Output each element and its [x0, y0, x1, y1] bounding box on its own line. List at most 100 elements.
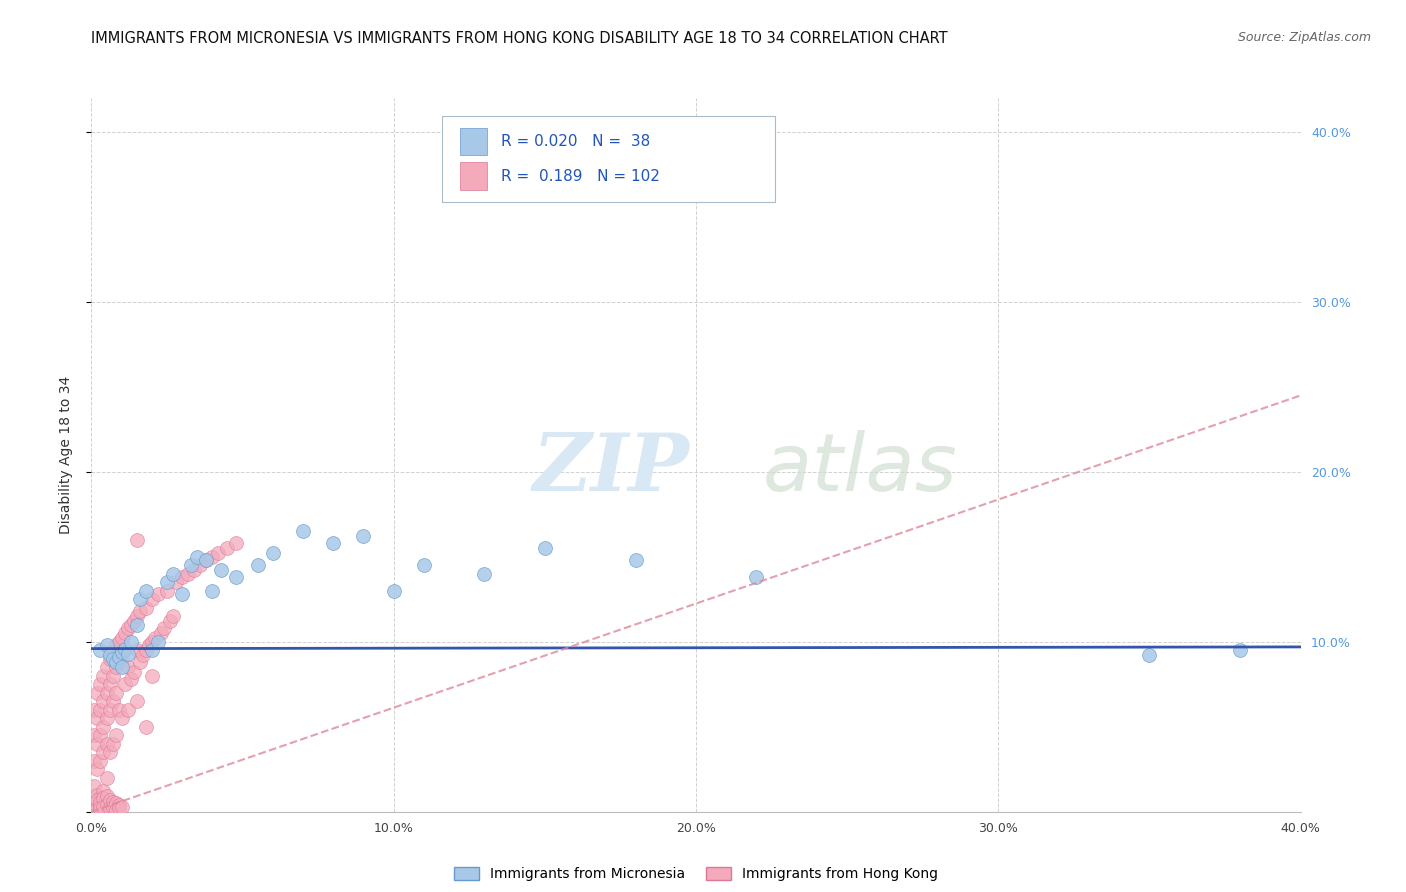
Text: R = 0.020   N =  38: R = 0.020 N = 38	[502, 134, 651, 149]
Point	[120, 617, 142, 632]
Point	[122, 665, 145, 680]
Point	[135, 643, 157, 657]
Point	[86, 793, 108, 807]
Point	[533, 541, 555, 556]
Point	[86, 686, 108, 700]
FancyBboxPatch shape	[441, 116, 775, 202]
Point	[122, 615, 145, 629]
Point	[146, 635, 169, 649]
Point	[162, 566, 184, 581]
Point	[107, 655, 129, 669]
Point	[180, 558, 202, 573]
Point	[104, 728, 127, 742]
Point	[149, 626, 172, 640]
Point	[624, 553, 647, 567]
Point	[156, 583, 179, 598]
Point	[96, 797, 118, 812]
Point	[111, 799, 132, 814]
Point	[96, 796, 118, 810]
Text: IMMIGRANTS FROM MICRONESIA VS IMMIGRANTS FROM HONG KONG DISABILITY AGE 18 TO 34 : IMMIGRANTS FROM MICRONESIA VS IMMIGRANTS…	[91, 31, 948, 46]
Point	[93, 669, 115, 683]
Point	[98, 652, 121, 666]
Point	[96, 789, 118, 804]
Point	[138, 638, 160, 652]
Point	[292, 524, 315, 539]
Point	[96, 771, 118, 785]
Point	[101, 799, 124, 814]
Point	[117, 703, 139, 717]
Point	[98, 793, 121, 807]
Point	[162, 609, 184, 624]
Point	[104, 660, 127, 674]
Point	[201, 549, 224, 564]
Point	[89, 728, 111, 742]
Point	[186, 549, 208, 564]
Point	[195, 553, 218, 567]
Point	[107, 797, 129, 812]
FancyBboxPatch shape	[460, 162, 486, 190]
Point	[135, 720, 157, 734]
Point	[107, 703, 129, 717]
Point	[98, 648, 121, 663]
Point	[111, 645, 132, 659]
Point	[128, 604, 150, 618]
Point	[93, 791, 115, 805]
Text: Source: ZipAtlas.com: Source: ZipAtlas.com	[1237, 31, 1371, 45]
Point	[172, 587, 194, 601]
Point	[107, 801, 129, 815]
Point	[209, 564, 232, 578]
Point	[1139, 648, 1161, 663]
Point	[98, 745, 121, 759]
Point	[96, 711, 118, 725]
Point	[83, 779, 105, 793]
Point	[120, 635, 142, 649]
Point	[107, 635, 129, 649]
Point	[177, 566, 200, 581]
Point	[93, 799, 115, 814]
Point	[413, 558, 436, 573]
Point	[141, 635, 163, 649]
Point	[117, 660, 139, 674]
Point	[89, 801, 111, 815]
Point	[1229, 643, 1251, 657]
Point	[172, 570, 194, 584]
Point	[382, 583, 405, 598]
Point	[98, 677, 121, 691]
Point	[101, 737, 124, 751]
Point	[101, 643, 124, 657]
Point	[156, 575, 179, 590]
Point	[262, 546, 284, 560]
Point	[111, 632, 132, 646]
Point	[114, 641, 136, 656]
Point	[89, 643, 111, 657]
Point	[89, 703, 111, 717]
Point	[98, 801, 121, 815]
Point	[89, 791, 111, 805]
Point	[107, 650, 129, 665]
Point	[89, 795, 111, 809]
Point	[96, 638, 118, 652]
Point	[86, 711, 108, 725]
Point	[135, 600, 157, 615]
Point	[93, 694, 115, 708]
Point	[83, 796, 105, 810]
Point	[125, 609, 148, 624]
Point	[93, 745, 115, 759]
Point	[86, 762, 108, 776]
Point	[141, 643, 163, 657]
Point	[114, 677, 136, 691]
Point	[352, 529, 374, 543]
Point	[207, 546, 229, 560]
Point	[111, 652, 132, 666]
Point	[165, 575, 187, 590]
Point	[159, 615, 181, 629]
Point	[125, 643, 148, 657]
Point	[153, 621, 176, 635]
Y-axis label: Disability Age 18 to 34: Disability Age 18 to 34	[59, 376, 73, 534]
Point	[132, 648, 155, 663]
Point	[201, 583, 224, 598]
Point	[104, 686, 127, 700]
Point	[96, 660, 118, 674]
Point	[146, 587, 169, 601]
Point	[128, 592, 150, 607]
